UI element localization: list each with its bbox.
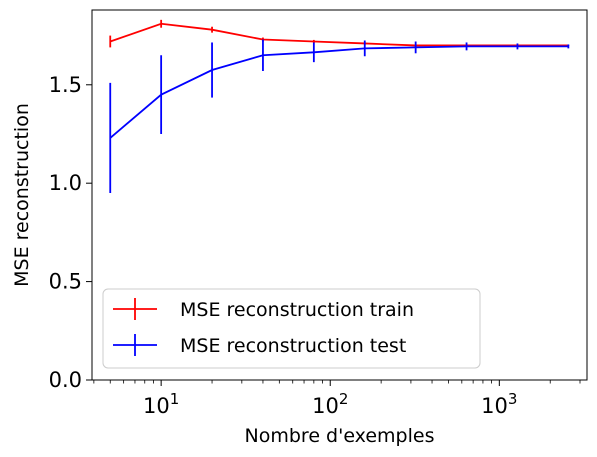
legend-box	[102, 288, 481, 369]
x-tick-label: 102	[312, 390, 348, 418]
y-tick-label: 1.0	[49, 171, 82, 195]
series-line-1	[109, 45, 569, 139]
legend-label: MSE reconstruction train	[180, 299, 414, 321]
axes: 0.0 0.5 1.0 1.5 101 102 103	[49, 73, 581, 418]
legend-label: MSE reconstruction test	[180, 335, 406, 357]
plot-area	[109, 19, 570, 194]
y-tick-label: 0.0	[49, 368, 82, 392]
series-line-0	[109, 22, 569, 47]
legend: MSE reconstruction train MSE reconstructi…	[102, 288, 481, 369]
y-tick-label: 1.5	[49, 73, 82, 97]
x-axis-label: Nombre d'exemples	[245, 425, 435, 447]
x-tick-label: 101	[143, 390, 179, 418]
plot-frame	[91, 9, 588, 381]
y-tick-label: 0.5	[49, 270, 82, 294]
x-tick-label: 103	[481, 390, 517, 418]
y-axis-label: MSE reconstruction	[11, 103, 33, 287]
